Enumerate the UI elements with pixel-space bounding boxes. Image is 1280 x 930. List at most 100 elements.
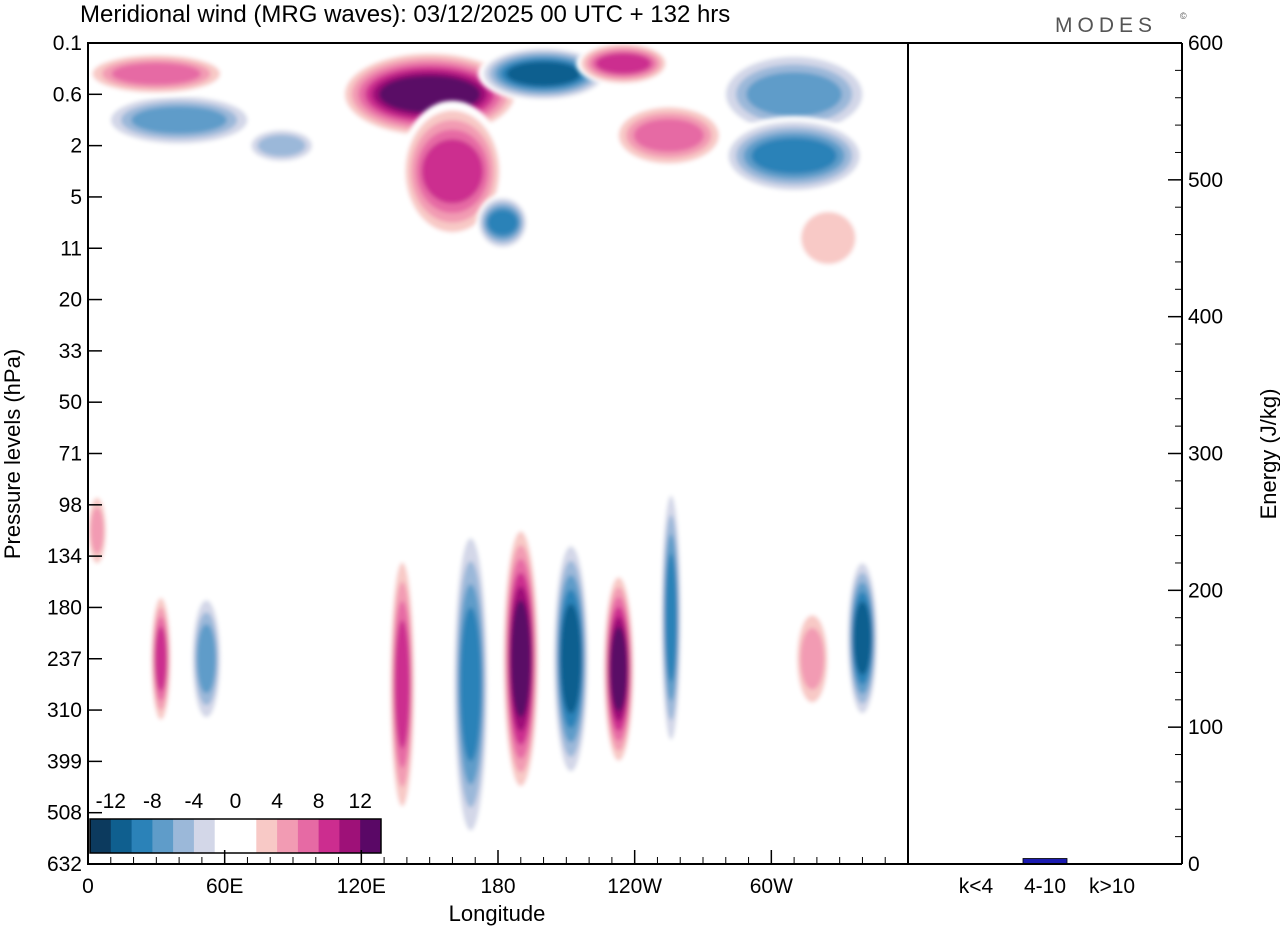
energy-y-tick-label: 100 [1188,716,1223,739]
contour-band [746,72,842,117]
y-tick-label: 134 [47,545,82,568]
energy-y-tick-label: 400 [1188,306,1223,329]
chart-title: Meridional wind (MRG waves): 03/12/2025 … [80,1,730,28]
y-tick-label: 310 [47,699,82,722]
y-tick-label: 0.1 [53,32,82,55]
y-tick-label: 50 [59,391,82,414]
contour-band [394,620,410,749]
x-tick-label: 60E [206,875,243,898]
contour-band [487,209,518,236]
heatmap-field [88,43,908,864]
y-tick-label: 399 [47,750,82,773]
energy-category-label: k>10 [1089,875,1135,898]
heatmap-feature-1 [552,531,590,786]
colorbar-label: -12 [96,790,126,813]
y-tick-label: 2 [70,135,82,158]
contour-band [800,628,825,690]
brand-mark: © [1180,11,1187,21]
heatmap-feature-21 [244,125,319,166]
colorbar-label: 4 [271,790,283,813]
colorbar-label: -4 [185,790,204,813]
colorbar-swatch [318,819,340,853]
energy-y-tick-label: 200 [1188,579,1223,602]
contour-band [90,507,104,554]
y-tick-label: 20 [59,289,82,312]
y-tick-label: 33 [59,340,82,363]
colorbar-swatch [277,819,299,853]
heatmap-feature-20 [611,101,727,170]
heatmap-feature-14 [576,43,671,87]
contour-band [665,553,678,682]
colorbar-swatch [256,819,278,853]
heatmap-feature-15 [100,91,258,149]
y-tick-label: 5 [70,186,82,209]
energy-axis-label: Energy (J/kg) [1256,389,1280,520]
colorbar-label: 8 [313,790,325,813]
energy-y-tick-label: 500 [1188,169,1223,192]
colorbar-labels: -12 -8 -4 0 4 8 12 [96,790,372,813]
contour-band [751,137,837,174]
y-tick-label: 180 [47,596,82,619]
x-tick-label: 0 [82,875,94,898]
y-tick-label: 632 [47,853,82,876]
y-tick-label: 98 [59,494,82,517]
energy-y-tick-label: 0 [1188,853,1200,876]
colorbar-label: -8 [143,790,162,813]
colorbar-frame [89,818,382,854]
energy-category-label: k<4 [959,875,994,898]
energy-y-tick-label: 600 [1188,32,1223,55]
y-tick-label: 508 [47,802,82,825]
y-tick-label: 11 [60,237,82,260]
heatmap-feature-19 [476,194,529,251]
heatmap-axes: 0.1 0.6 2 5 11 20 33 50 71 98 134 180 237 310 399 508 63… [47,32,886,898]
energy-category-label: 4-10 [1024,875,1066,898]
contour-band [421,139,483,204]
x-tick-label: 180 [480,875,515,898]
brand-logo: MODES [1055,14,1157,37]
contour-band [560,604,582,714]
energy-axes: k<4 4-10 k>10 0 100 200 300 400 500 600 [959,32,1223,898]
x-tick-label: 60W [750,875,793,898]
colorbar-swatch [235,819,257,853]
heatmap-feature-8 [846,553,879,723]
contour-band [131,106,227,134]
heatmap-feature-17 [715,49,873,140]
heatmap-feature-4 [452,515,490,854]
y-tick-label: 237 [47,648,82,671]
x-tick-label: 120E [337,875,386,898]
colorbar [89,818,382,854]
heatmap-feature-10 [88,488,108,573]
colorbar-swatch [339,819,361,853]
heatmap-feature-7 [150,588,172,730]
heatmap-feature-5 [389,543,416,826]
heatmap-feature-13 [478,45,610,102]
colorbar-label: 12 [349,790,372,813]
heatmap-feature-9 [794,602,831,716]
heatmap-feature-18 [720,116,868,196]
colorbar-swatch [110,819,133,853]
contour-band [257,134,306,157]
colorbar-swatch [90,819,112,853]
heatmap-feature-3 [660,476,682,759]
heatmap-feature-12 [400,100,505,242]
colorbar-swatch [360,819,382,853]
contour-band [595,53,651,74]
contour-band [196,624,216,694]
heatmap-feature-16 [88,51,230,97]
colorbar-swatch [173,819,195,853]
heatmap-feature-22 [791,198,865,278]
y-tick-label: 71 [59,443,82,466]
colorbar-swatch [214,819,236,853]
contour-band [801,212,856,264]
heatmap-feature-2 [603,567,635,771]
contour-band [154,626,167,691]
contour-band [853,601,872,675]
contour-band [111,62,201,85]
contour-band [510,600,531,718]
y-tick-label: 0.6 [53,83,82,106]
x-tick-label: 120W [607,875,662,898]
y-axis-label: Pressure levels (hPa) [0,349,25,559]
colorbar-label: 0 [230,790,242,813]
heatmap-feature-6 [190,588,223,730]
